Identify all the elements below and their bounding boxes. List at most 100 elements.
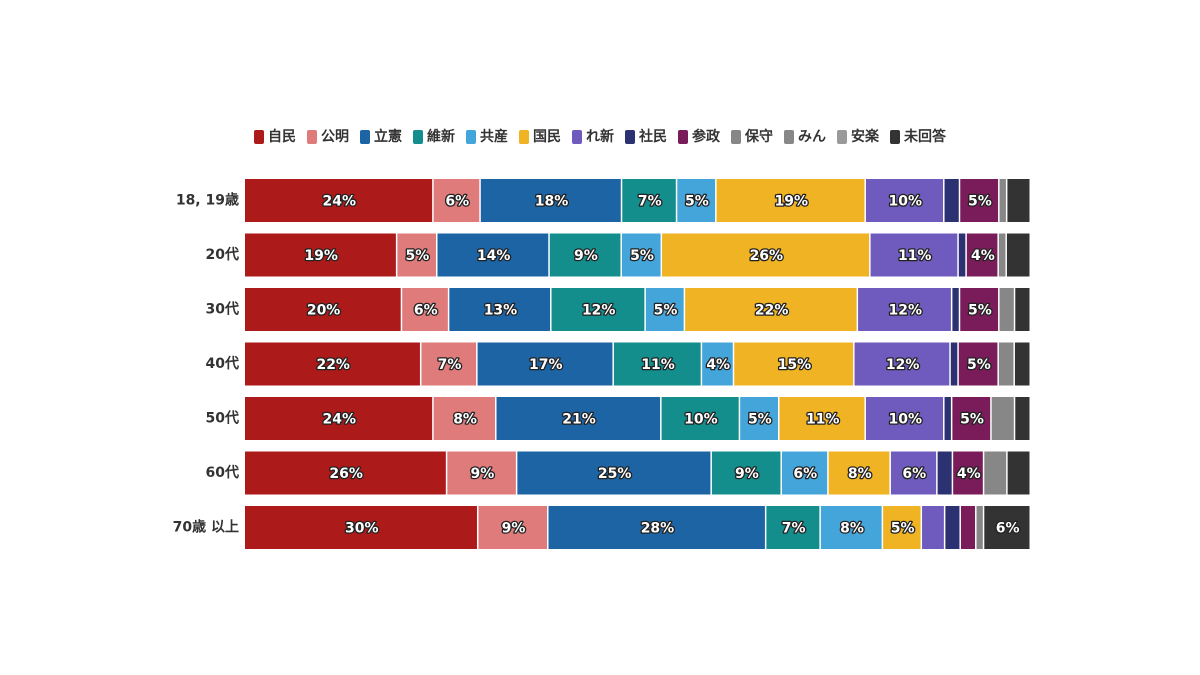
bar-segment	[477, 342, 613, 386]
bar-segment	[1007, 451, 1030, 495]
bar-segment	[621, 233, 661, 277]
bar-segment	[922, 506, 944, 549]
row-label: 30代	[206, 301, 239, 318]
bar-segment	[449, 288, 551, 331]
bar-segment	[433, 397, 496, 440]
bar-segment	[858, 288, 951, 331]
bar-segment	[944, 179, 959, 222]
data-label: 6%	[414, 303, 438, 319]
legend-item: 共産	[466, 128, 508, 145]
bar-segment	[549, 233, 621, 277]
legend-label: 立憲	[374, 128, 402, 145]
data-label: 6%	[996, 521, 1020, 537]
legend-label: 未回答	[904, 128, 947, 145]
data-label: 6%	[902, 466, 926, 482]
bar-segment	[480, 179, 621, 222]
legend-swatch	[519, 130, 529, 144]
data-label: 13%	[484, 303, 518, 319]
data-label: 5%	[748, 412, 772, 428]
data-label: 30%	[345, 521, 379, 537]
bar-segment	[952, 397, 991, 440]
bar-segment	[645, 288, 684, 331]
bar-segment	[397, 233, 436, 277]
bar-segment	[944, 397, 951, 440]
bar-segment	[998, 233, 1006, 277]
legend-swatch	[731, 130, 741, 144]
legend-item: 自民	[254, 128, 296, 145]
bar-segment	[437, 233, 549, 277]
data-label: 8%	[453, 412, 477, 428]
bar-segment	[245, 397, 433, 440]
bar-segment	[548, 506, 765, 549]
legend-item: 公明	[307, 129, 349, 145]
data-label: 5%	[968, 303, 992, 319]
legend-label: 社民	[638, 128, 667, 145]
bar-segment	[960, 288, 999, 331]
legend-item: れ新	[572, 128, 614, 145]
legend-item: 未回答	[890, 128, 947, 145]
bar-segment	[245, 342, 420, 386]
bars	[245, 179, 1030, 549]
bar-segment	[991, 397, 1014, 440]
legend-item: 維新	[413, 128, 455, 145]
legend-item: 安楽	[837, 128, 880, 145]
bar-segment	[952, 288, 959, 331]
data-label: 11%	[806, 412, 840, 428]
bar-segment	[245, 506, 477, 549]
data-label: 10%	[684, 412, 718, 428]
legend-item: 国民	[519, 129, 561, 145]
data-label: 10%	[888, 194, 922, 210]
bar-segment	[1014, 342, 1030, 386]
data-label: 4%	[957, 466, 981, 482]
legend-label: れ新	[586, 128, 614, 145]
bar-segment	[945, 506, 960, 549]
legend-swatch	[890, 130, 900, 144]
bar-segment	[517, 451, 711, 495]
data-label: 26%	[329, 466, 363, 482]
bar-segment	[984, 506, 1030, 549]
row-label: 50代	[206, 410, 239, 427]
data-label: 21%	[562, 412, 596, 428]
legend-swatch	[837, 130, 847, 144]
data-label: 7%	[782, 521, 806, 537]
data-label: 14%	[477, 248, 511, 264]
bar-segment	[551, 288, 645, 331]
data-label: 11%	[898, 248, 932, 264]
row-label: 70歳 以上	[173, 519, 239, 536]
data-label: 5%	[968, 194, 992, 210]
bar-segment	[953, 451, 983, 495]
data-label: 24%	[323, 412, 357, 428]
bar-segment	[950, 342, 958, 386]
data-label: 28%	[641, 521, 675, 537]
legend-label: 維新	[427, 128, 455, 145]
legend-swatch	[678, 130, 688, 144]
data-label: 11%	[641, 357, 675, 373]
row-label: 20代	[206, 246, 239, 263]
data-label: 7%	[438, 357, 462, 373]
bar-segment	[740, 397, 778, 440]
data-label: 12%	[886, 357, 920, 373]
data-label: 9%	[574, 248, 598, 264]
data-label: 5%	[960, 412, 984, 428]
bar-segment	[960, 179, 999, 222]
segment-labels: 24% 6% 18% 7% 5% 19% 10% 5% 19% 5% 14% 9% 5% 26% 11% 4%…	[303, 192, 1021, 538]
data-label: 15%	[778, 357, 812, 373]
data-label: 18%	[535, 194, 569, 210]
bar-segment	[447, 451, 516, 495]
bar-segment	[1006, 233, 1030, 277]
bar-segment	[661, 397, 739, 440]
bar-segment	[496, 397, 661, 440]
legend-label: 参政	[692, 128, 721, 145]
legend-swatch	[413, 130, 423, 144]
row-label: 60代	[206, 464, 239, 481]
bar-segment	[677, 179, 716, 222]
legend-label: みん	[798, 129, 826, 145]
data-label: 5%	[406, 248, 430, 264]
data-label: 5%	[967, 357, 991, 373]
data-label: 22%	[755, 303, 789, 319]
bar-segment	[865, 179, 944, 222]
bar-segment	[958, 233, 966, 277]
bar-segment	[999, 179, 1006, 222]
legend-item: 立憲	[360, 128, 402, 145]
legend-swatch	[625, 130, 635, 144]
